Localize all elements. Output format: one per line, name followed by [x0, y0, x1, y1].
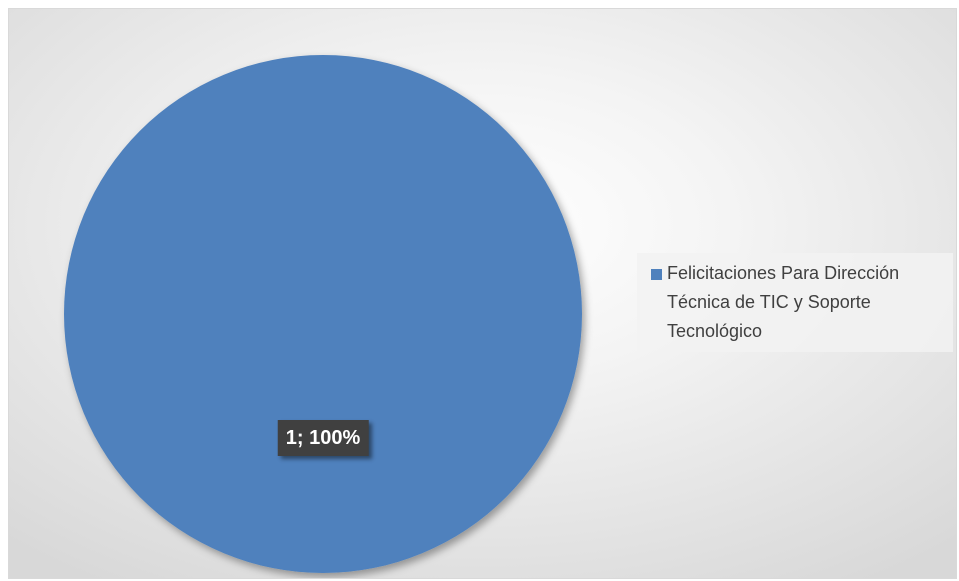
legend-entry: Felicitaciones Para Dirección Técnica de…: [651, 259, 949, 346]
pie-chart: [64, 55, 582, 573]
legend-label: Felicitaciones Para Dirección Técnica de…: [667, 263, 900, 341]
chart-legend: Felicitaciones Para Dirección Técnica de…: [637, 253, 953, 352]
pie-slice: [64, 55, 582, 573]
pie-slice-label: 1; 100%: [277, 420, 369, 457]
legend-swatch-icon: [651, 269, 662, 280]
chart-area: 1; 100% Felicitaciones Para Dirección Té…: [8, 8, 957, 579]
